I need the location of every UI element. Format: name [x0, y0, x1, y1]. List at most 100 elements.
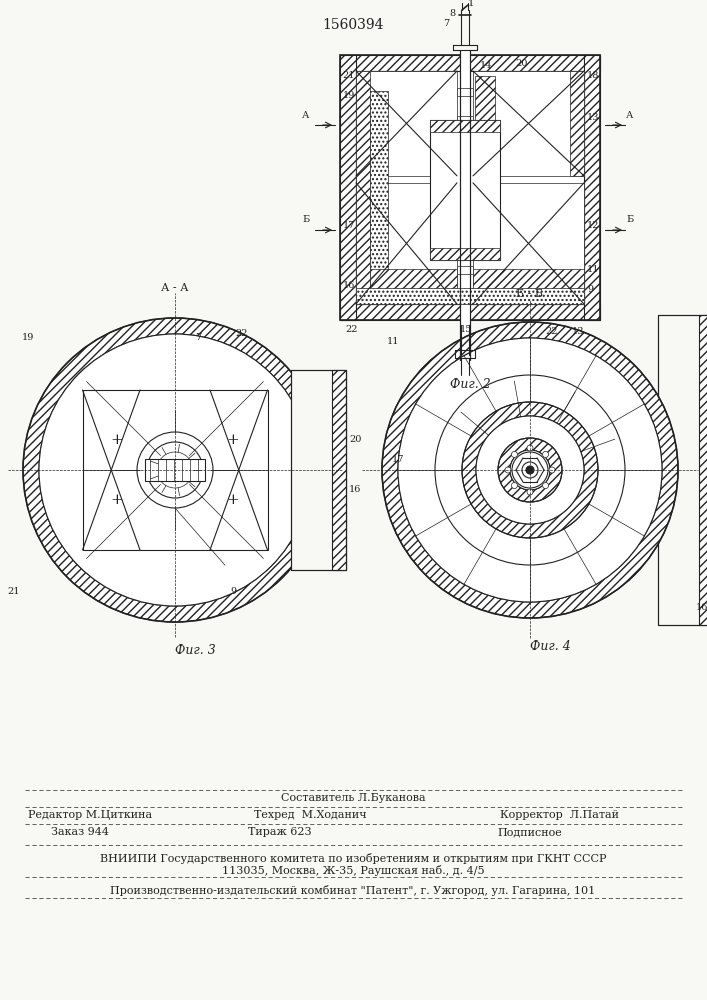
Bar [457, 176, 473, 184]
Bar [658, 315, 707, 625]
Circle shape [398, 338, 662, 602]
Wedge shape [498, 438, 562, 502]
Bar [457, 266, 473, 274]
Text: Техред  М.Ходанич: Техред М.Ходанич [254, 810, 366, 820]
Text: 19: 19 [22, 334, 34, 342]
Text: 16: 16 [349, 486, 361, 494]
Bar [457, 206, 473, 214]
Text: 12: 12 [587, 221, 600, 230]
Text: 13: 13 [587, 112, 600, 121]
Text: Корректор  Л.Патай: Корректор Л.Патай [501, 810, 619, 820]
Bar [457, 236, 473, 244]
Text: 7: 7 [443, 18, 449, 27]
Text: 21: 21 [342, 72, 355, 81]
Circle shape [505, 467, 511, 473]
Text: 113035, Москва, Ж-35, Раушская наб., д. 4/5: 113035, Москва, Ж-35, Раушская наб., д. … [222, 864, 484, 876]
Text: 1: 1 [468, 0, 474, 7]
Bar [460, 50, 470, 360]
Bar [291, 370, 346, 570]
Bar [340, 304, 600, 320]
Circle shape [510, 450, 550, 490]
Text: +: + [227, 493, 240, 507]
Text: +: + [110, 493, 124, 507]
Circle shape [511, 483, 518, 489]
Text: 19: 19 [343, 92, 355, 101]
Circle shape [476, 416, 584, 524]
Bar [430, 248, 500, 260]
Text: 20: 20 [515, 58, 527, 68]
Bar [457, 146, 473, 154]
Bar [356, 183, 457, 304]
Text: А: А [303, 110, 310, 119]
Bar [370, 91, 388, 284]
Bar [430, 120, 500, 260]
Text: Составитель Л.Буканова: Составитель Л.Буканова [281, 793, 426, 803]
Wedge shape [23, 318, 327, 622]
Text: +: + [110, 433, 124, 447]
Circle shape [137, 432, 213, 508]
Text: Тираж 623: Тираж 623 [248, 827, 312, 837]
Text: 18: 18 [587, 72, 600, 81]
Bar [291, 370, 346, 570]
Circle shape [527, 489, 533, 495]
Text: Редактор М.Циткина: Редактор М.Циткина [28, 810, 152, 820]
Text: ВНИИПИ Государственного комитета по изобретениям и открытиям при ГКНТ СССР: ВНИИПИ Государственного комитета по изоб… [100, 854, 606, 864]
Text: 16: 16 [343, 282, 355, 290]
Text: 22: 22 [545, 328, 558, 336]
Circle shape [170, 465, 180, 475]
Bar [473, 71, 584, 176]
Bar [340, 55, 600, 71]
Text: Подписное: Подписное [498, 827, 562, 837]
Bar [83, 390, 267, 550]
Circle shape [435, 375, 625, 565]
Text: 8: 8 [449, 8, 455, 17]
Bar [332, 370, 346, 570]
Circle shape [526, 466, 534, 474]
Bar [356, 288, 584, 304]
Text: 17: 17 [392, 456, 404, 464]
Circle shape [39, 334, 311, 606]
Text: 15: 15 [460, 326, 472, 334]
Bar [340, 55, 356, 320]
Bar [457, 291, 473, 299]
Bar [457, 116, 473, 124]
Text: Б: Б [626, 216, 633, 225]
Text: Фиг. 2: Фиг. 2 [450, 378, 491, 391]
Bar [658, 315, 707, 625]
Text: А: А [626, 110, 633, 119]
Text: 22: 22 [235, 328, 247, 338]
Bar [356, 71, 457, 176]
Text: А - А: А - А [161, 283, 189, 293]
Text: 1560394: 1560394 [322, 18, 384, 32]
Circle shape [549, 467, 555, 473]
Bar [475, 76, 495, 171]
Text: 22: 22 [345, 326, 358, 334]
Bar [473, 269, 584, 304]
Text: 11: 11 [587, 264, 600, 273]
Wedge shape [462, 402, 598, 538]
Bar [430, 120, 500, 132]
Circle shape [542, 483, 549, 489]
Circle shape [542, 451, 549, 457]
Circle shape [527, 445, 533, 451]
Wedge shape [382, 322, 678, 618]
Text: Заказ 944: Заказ 944 [51, 827, 109, 837]
Text: 11: 11 [387, 338, 399, 347]
Bar [457, 88, 473, 96]
Bar [370, 269, 457, 304]
Bar [356, 71, 370, 304]
Text: 17: 17 [342, 221, 355, 230]
Text: Фиг. 4: Фиг. 4 [530, 640, 571, 652]
Bar [699, 315, 707, 625]
Bar [356, 71, 584, 304]
Text: 16: 16 [696, 603, 707, 612]
Circle shape [522, 462, 538, 478]
Text: 14: 14 [480, 60, 493, 70]
Text: 7: 7 [195, 334, 201, 342]
Text: Б - Б: Б - Б [517, 289, 544, 299]
Text: 20: 20 [349, 436, 361, 444]
Circle shape [147, 442, 203, 498]
Circle shape [157, 452, 193, 488]
Text: 21: 21 [8, 587, 20, 596]
Bar [340, 55, 600, 320]
